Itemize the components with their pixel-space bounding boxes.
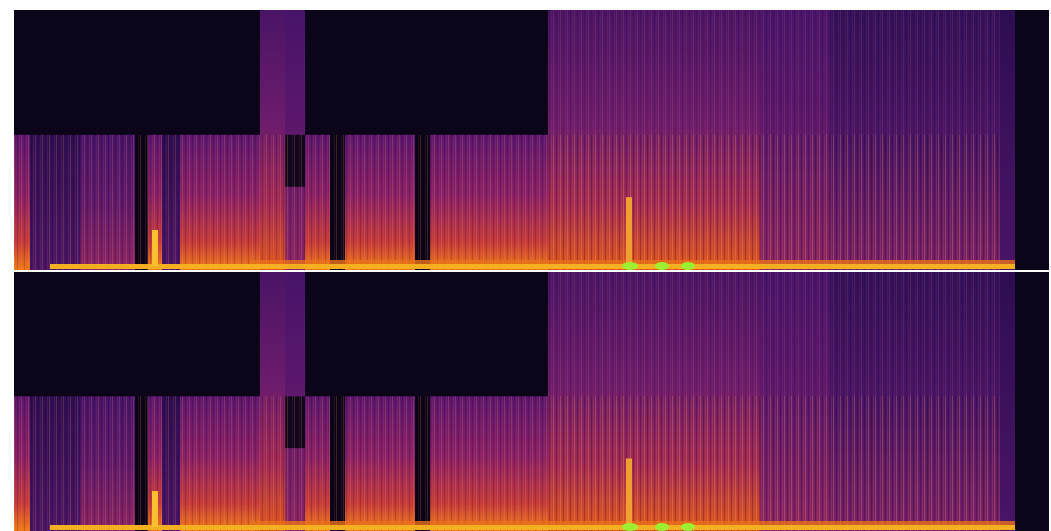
spectrogram [0, 0, 1051, 531]
spike [626, 458, 632, 525]
texture [548, 272, 1000, 531]
spectral-band [1000, 272, 1015, 531]
hotspot [681, 523, 695, 531]
hotspot [655, 523, 669, 531]
hotspot [655, 262, 669, 270]
texture [548, 10, 1000, 270]
spike [152, 491, 158, 527]
hotspot [622, 262, 638, 270]
spike [152, 230, 158, 266]
hotspot [622, 523, 638, 531]
low-band [50, 525, 1015, 530]
low-band [50, 264, 1015, 269]
spectral-band [1000, 10, 1015, 270]
spike [626, 197, 632, 265]
page: {} [0, 0, 1051, 531]
hotspot [681, 262, 695, 270]
